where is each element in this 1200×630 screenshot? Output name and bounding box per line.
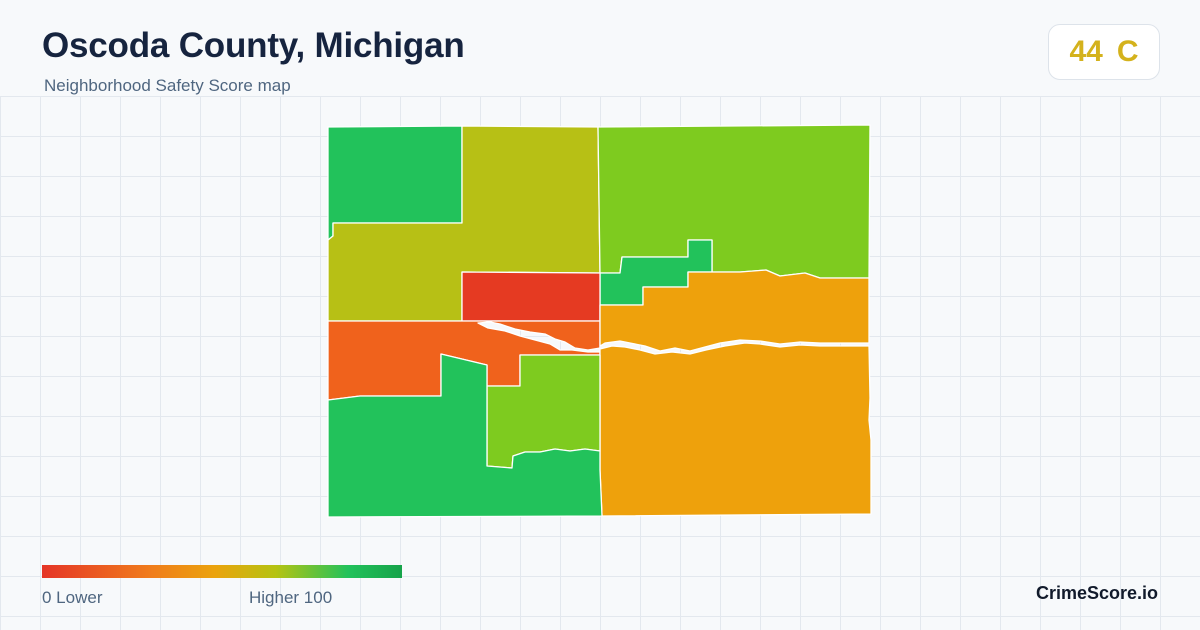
region-northeast[interactable] — [597, 124, 871, 279]
page-subtitle: Neighborhood Safety Score map — [44, 76, 291, 95]
legend-gradient-bar — [42, 565, 402, 578]
region-east[interactable] — [599, 269, 872, 517]
legend-min-label: 0 Lower — [42, 588, 103, 607]
score-value: 44 — [1069, 35, 1103, 68]
region-southwest[interactable] — [327, 353, 603, 518]
score-badge: 44 C — [1048, 24, 1160, 80]
legend-max-label: Higher 100 — [249, 588, 333, 607]
brand-logo-text: CrimeScore.io — [1035, 583, 1158, 603]
score-grade: C — [1116, 35, 1139, 68]
region-center[interactable] — [461, 271, 601, 322]
page-title: Oscoda County, Michigan — [42, 26, 465, 65]
